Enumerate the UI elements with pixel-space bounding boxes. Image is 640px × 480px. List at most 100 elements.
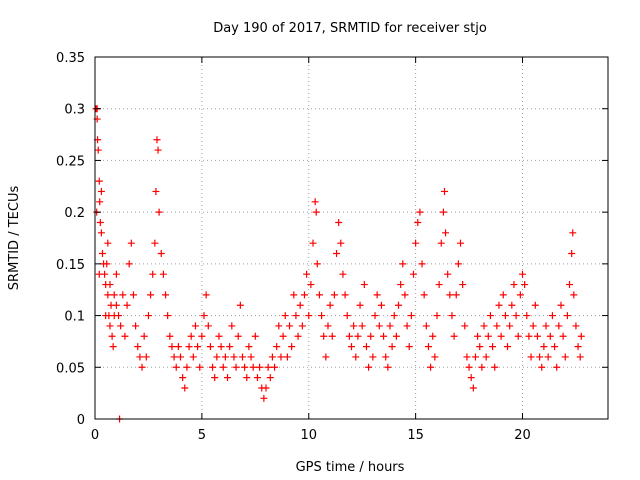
chart-title: Day 190 of 2017, SRMTID for receiver stj… [213,21,487,36]
data-point-marker [563,312,571,320]
data-point-marker [484,332,492,340]
data-point-marker [548,312,556,320]
y-tick-label: 0.05 [56,361,85,376]
data-point-marker [352,353,360,361]
data-point-marker [117,322,125,330]
data-point-marker [168,343,176,351]
data-point-marker [459,281,467,289]
data-point-marker [499,291,507,299]
data-point-marker [392,332,400,340]
data-point-marker [330,291,338,299]
data-point-marker [256,363,264,371]
data-point-marker [559,332,567,340]
data-point-marker [491,363,499,371]
y-axis-tick-labels: 0 0.05 0.1 0.15 0.2 0.25 0.3 0.35 [56,51,85,428]
data-point-marker [440,187,448,195]
data-point-marker [95,177,103,185]
data-point-marker [457,239,465,247]
data-point-marker [94,146,102,154]
data-point-marker [444,270,452,278]
data-point-marker [271,363,279,371]
data-point-marker [437,239,445,247]
data-point-marker [112,270,120,278]
y-axis-label: SRMTID / TECUs [7,186,22,291]
y-tick-label: 0 [77,413,85,428]
data-point-marker [348,343,355,351]
data-point-marker [557,301,565,309]
x-tick-label: 10 [300,428,317,443]
data-point-marker [467,374,475,382]
data-point-marker [482,353,490,361]
data-point-marker [546,332,554,340]
data-point-marker [298,322,306,330]
data-point-marker [516,291,524,299]
data-point-marker [159,270,167,278]
data-point-marker [238,353,246,361]
data-point-marker [154,146,162,154]
data-point-marker [388,343,396,351]
data-point-marker [326,301,334,309]
data-point-marker [164,312,172,320]
data-point-marker [307,281,315,289]
data-point-marker [224,374,232,382]
data-point-marker [292,312,300,320]
data-point-marker [465,363,473,371]
data-point-marker [234,332,242,340]
data-point-marker [474,332,482,340]
data-point-marker [204,322,212,330]
data-point-marker [232,363,240,371]
axis-ticks [94,56,608,420]
y-tick-label: 0.2 [64,206,85,221]
data-point-marker [371,312,379,320]
data-point-marker [290,291,298,299]
data-point-marker [95,270,103,278]
data-point-marker [519,270,526,278]
data-point-marker [397,281,405,289]
data-point-marker [97,187,105,195]
data-point-marker [476,343,484,351]
data-point-marker [486,312,494,320]
data-point-marker [510,281,518,289]
data-point-marker [367,332,375,340]
data-point-marker [245,343,253,351]
data-point-marker [508,301,516,309]
data-point-marker [448,312,456,320]
data-point-marker [147,291,155,299]
grid-lines [95,57,608,419]
data-point-marker [109,343,117,351]
data-point-marker [339,270,347,278]
data-point-marker [112,301,120,309]
data-point-marker [377,301,385,309]
y-tick-label: 0.3 [64,103,85,118]
data-point-marker [219,363,227,371]
data-point-marker [512,312,520,320]
data-point-marker [213,353,221,361]
data-point-marker [384,363,392,371]
data-point-marker [424,343,432,351]
x-tick-label: 20 [514,428,531,443]
data-point-marker [416,208,424,216]
data-point-marker [142,353,150,361]
data-point-marker [132,322,140,330]
data-point-marker [495,301,503,309]
data-point-marker [189,353,197,361]
data-point-marker [102,312,110,320]
data-point-marker [382,353,390,361]
data-point-marker [311,198,319,206]
data-point-marker [312,208,320,216]
data-point-marker [170,353,178,361]
data-point-marker [253,374,261,382]
data-point-marker [151,239,159,247]
data-point-marker [405,343,413,351]
data-point-marker [96,218,104,226]
data-point-marker [551,343,559,351]
data-point-marker [420,291,428,299]
data-point-marker [409,270,417,278]
data-point-marker [166,332,174,340]
data-point-marker [172,363,180,371]
data-point-marker [399,260,407,268]
data-point-marker [140,332,148,340]
y-tick-label: 0.25 [56,154,85,169]
data-point-marker [121,332,129,340]
data-point-marker [119,291,127,299]
